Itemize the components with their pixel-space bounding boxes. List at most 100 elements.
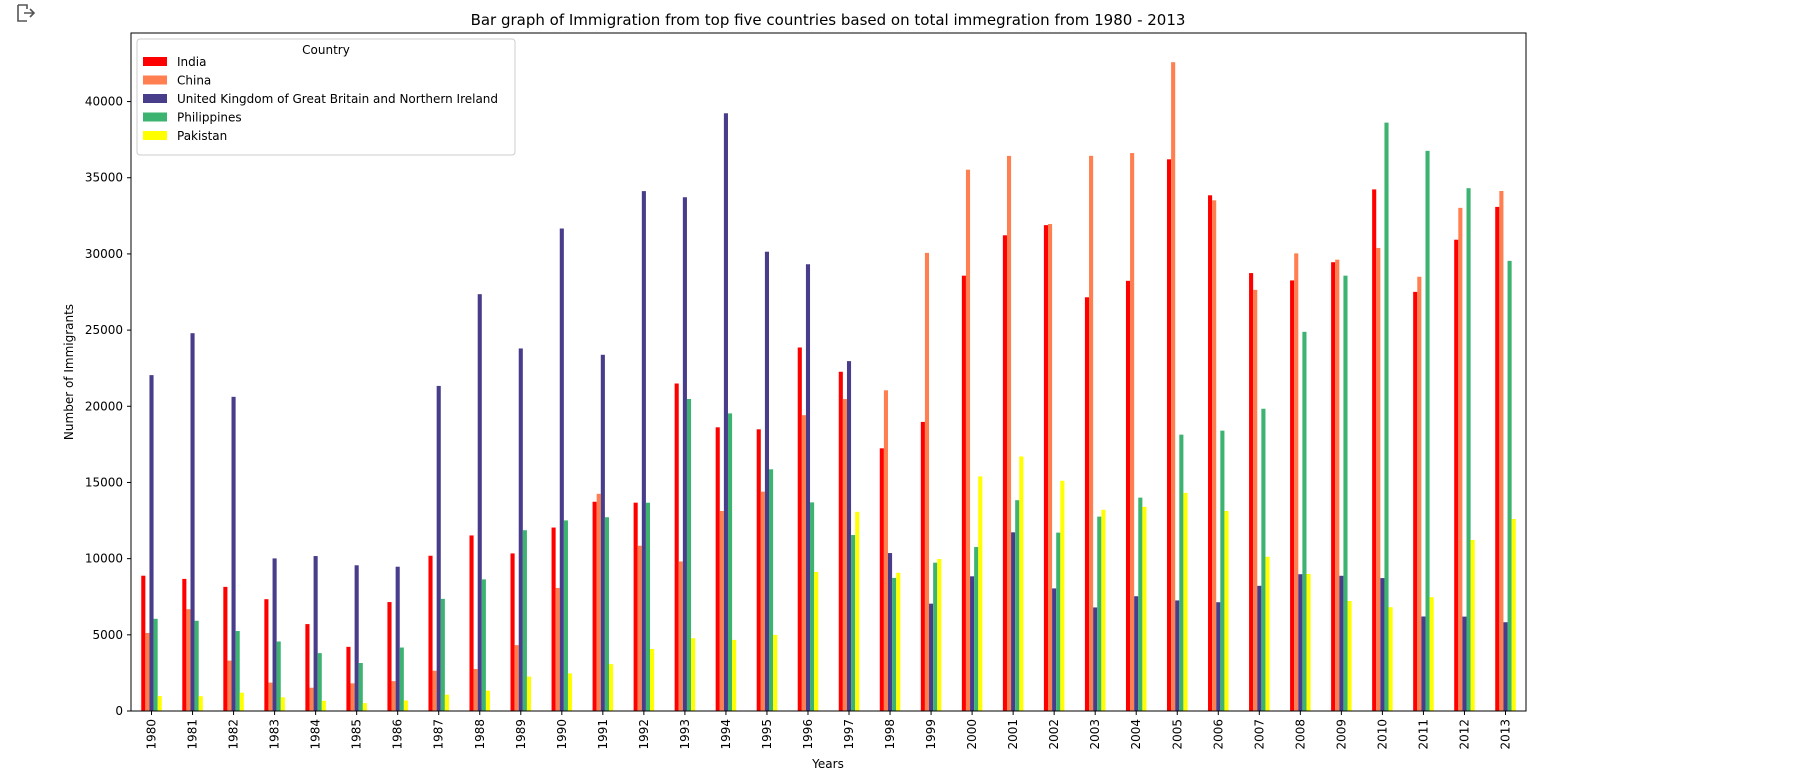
bar-united-kingdom-of-great-britain-and-northern-ireland-2008	[1298, 574, 1303, 711]
bar-pakistan-1990	[567, 673, 573, 711]
y-tick-label: 35000	[85, 171, 123, 185]
x-tick-label: 1991	[596, 719, 610, 750]
bar-united-kingdom-of-great-britain-and-northern-ireland-1989	[518, 348, 523, 711]
bar-china-1997	[842, 399, 847, 711]
bar-philippines-2007	[1261, 408, 1266, 711]
bar-pakistan-2008	[1306, 573, 1311, 711]
bar-united-kingdom-of-great-britain-and-northern-ireland-2007	[1257, 585, 1262, 711]
bar-united-kingdom-of-great-britain-and-northern-ireland-2005	[1175, 600, 1180, 711]
bar-china-1990	[555, 587, 560, 711]
bar-china-1985	[350, 683, 355, 711]
bar-philippines-2009	[1343, 275, 1348, 711]
bar-united-kingdom-of-great-britain-and-northern-ireland-1993	[682, 197, 687, 712]
bar-india-1981	[182, 578, 187, 711]
bar-china-2012	[1458, 207, 1463, 711]
x-tick-label: 1989	[514, 719, 528, 750]
bar-pakistan-1982	[239, 692, 244, 711]
bar-philippines-1986	[399, 647, 404, 711]
bar-united-kingdom-of-great-britain-and-northern-ireland-2012	[1462, 616, 1467, 711]
y-tick-label: 20000	[85, 399, 123, 413]
bar-china-1995	[760, 491, 765, 711]
bar-philippines-2001	[1015, 500, 1020, 711]
bar-united-kingdom-of-great-britain-and-northern-ireland-1986	[395, 566, 400, 711]
bar-philippines-1984	[317, 653, 322, 711]
legend-swatch-united-kingdom-of-great-britain-and-northern-ireland	[143, 94, 167, 103]
bar-india-2009	[1331, 262, 1336, 711]
bar-philippines-2011	[1425, 150, 1430, 712]
bar-united-kingdom-of-great-britain-and-northern-ireland-1997	[846, 361, 852, 711]
bar-philippines-2010	[1384, 122, 1389, 711]
bar-china-1983	[268, 682, 273, 711]
bar-united-kingdom-of-great-britain-and-northern-ireland-2009	[1339, 575, 1344, 711]
bar-china-1988	[473, 668, 478, 711]
chart-title: Bar graph of Immigration from top five c…	[471, 11, 1186, 29]
bar-philippines-1989	[522, 530, 527, 711]
bar-china-1989	[514, 645, 519, 711]
bar-philippines-1983	[276, 641, 281, 711]
bar-china-2000	[965, 169, 971, 711]
x-tick-label: 1997	[842, 719, 856, 750]
y-tick-label: 5000	[92, 628, 123, 642]
bar-united-kingdom-of-great-britain-and-northern-ireland-1995	[764, 251, 769, 711]
bar-united-kingdom-of-great-britain-and-northern-ireland-1999	[929, 603, 934, 711]
bar-china-2009	[1335, 259, 1340, 711]
bar-united-kingdom-of-great-britain-and-northern-ireland-2011	[1421, 616, 1426, 711]
x-tick-label: 2010	[1375, 719, 1389, 750]
legend-swatch-pakistan	[143, 131, 167, 140]
bar-pakistan-2003	[1101, 509, 1106, 711]
bar-united-kingdom-of-great-britain-and-northern-ireland-1988	[477, 294, 482, 711]
bar-philippines-2002	[1056, 532, 1061, 711]
bar-india-2008	[1290, 280, 1295, 711]
bar-china-1996	[801, 415, 806, 711]
bar-united-kingdom-of-great-britain-and-northern-ireland-2001	[1011, 532, 1016, 711]
bar-philippines-1985	[358, 663, 363, 711]
x-tick-label: 1999	[924, 719, 938, 750]
bar-china-2006	[1212, 200, 1217, 711]
bar-india-1996	[797, 347, 802, 711]
x-tick-label: 1988	[473, 719, 487, 750]
bar-pakistan-2013	[1511, 518, 1516, 711]
bar-pakistan-2001	[1019, 456, 1024, 711]
bar-china-1984	[309, 687, 314, 711]
bar-india-1992	[633, 502, 638, 711]
bar-china-1980	[145, 632, 150, 711]
bar-pakistan-2000	[978, 476, 983, 711]
bar-pakistan-1980	[157, 696, 162, 711]
bar-united-kingdom-of-great-britain-and-northern-ireland-2010	[1380, 578, 1385, 711]
bar-pakistan-1992	[650, 648, 655, 711]
bar-china-1987	[432, 670, 437, 711]
legend-entries: India China United Kingdom of Great Britai…	[143, 55, 498, 143]
bar-china-1982	[227, 660, 232, 711]
x-tick-label: 1983	[268, 719, 282, 750]
bar-united-kingdom-of-great-britain-and-northern-ireland-2004	[1134, 596, 1139, 711]
bar-india-1985	[346, 646, 351, 711]
x-axis-label: Years	[811, 757, 844, 771]
legend-title: Country	[302, 43, 350, 57]
bar-pakistan-1987	[444, 694, 449, 711]
bar-india-1989	[510, 553, 515, 711]
bar-india-1997	[838, 371, 843, 711]
bar-india-2001	[1002, 235, 1007, 712]
bar-pakistan-1981	[198, 696, 203, 711]
x-tick-label: 2001	[1006, 719, 1020, 750]
y-tick-label: 0	[115, 704, 123, 718]
bar-philippines-1999	[933, 562, 938, 711]
bar-philippines-2006	[1220, 430, 1225, 711]
bar-philippines-1981	[194, 620, 199, 711]
bar-india-2011	[1413, 291, 1418, 711]
legend-label: Philippines	[177, 111, 242, 125]
bar-united-kingdom-of-great-britain-and-northern-ireland-1991	[600, 354, 605, 711]
bar-united-kingdom-of-great-britain-and-northern-ireland-1983	[272, 558, 277, 711]
bar-india-2010	[1372, 189, 1377, 711]
bar-philippines-1988	[481, 579, 486, 711]
x-tick-label: 2003	[1088, 719, 1102, 750]
bar-united-kingdom-of-great-britain-and-northern-ireland-2002	[1052, 588, 1057, 711]
x-tick-label: 2004	[1129, 719, 1143, 750]
x-tick-label: 2008	[1293, 719, 1307, 750]
x-tick-label: 1987	[432, 719, 446, 750]
bar-united-kingdom-of-great-britain-and-northern-ireland-1990	[559, 228, 564, 711]
bar-india-1980	[141, 575, 146, 711]
bar-united-kingdom-of-great-britain-and-northern-ireland-1987	[436, 385, 441, 711]
bar-china-1994	[719, 510, 724, 711]
x-tick-label: 1985	[350, 719, 364, 750]
